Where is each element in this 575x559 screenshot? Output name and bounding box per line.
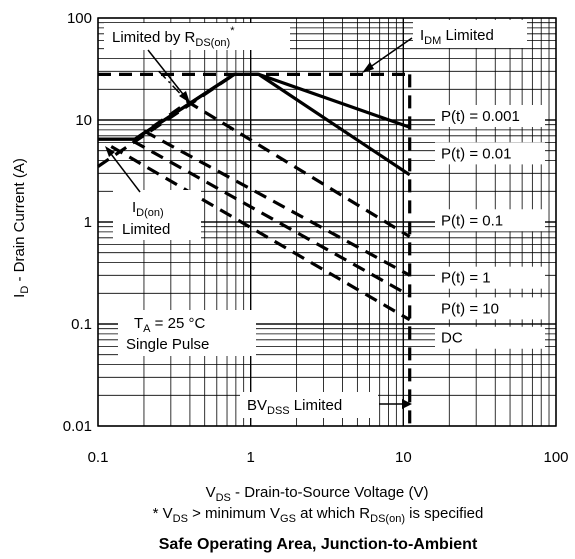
series-label-bg — [435, 209, 545, 232]
series-label-bg — [435, 266, 545, 289]
x-tick-label: 0.1 — [88, 449, 109, 466]
series-label-bg — [435, 326, 545, 349]
x-axis-title: VDS - Drain-to-Source Voltage (V) — [206, 484, 429, 504]
y-tick-label: 100 — [67, 10, 92, 27]
series-label-bg — [435, 142, 545, 165]
series-line-p-t-0-001 — [98, 72, 411, 141]
footnote: * VDS > minimum VGS at which RDS(on) is … — [153, 505, 484, 525]
conditions-annotation: TA = 25 °C Single Pulse — [118, 310, 256, 356]
series-label: P(t) = 1 — [441, 270, 491, 287]
series-line-p-t-10 — [132, 139, 411, 297]
series-labels: P(t) = 0.001 P(t) = 0.01 P(t) = 0.1 P(t) = … — [435, 105, 545, 349]
tick-labels: 0.1 1 10 100 0.01 0.1 1 10 100 — [63, 10, 569, 466]
plot-frame — [97, 17, 557, 427]
x-tick-label: 100 — [543, 449, 568, 466]
y-tick-label: 0.01 — [63, 418, 92, 435]
rds-limit-label: Limited by RDS(on)* — [112, 25, 235, 49]
series-line-p-t-0-1 — [134, 100, 411, 238]
idon-limit-label-1: ID(on) — [132, 199, 164, 219]
chart-title: Safe Operating Area, Junction-to-Ambient — [159, 536, 478, 553]
temperature-label: TA = 25 °C — [134, 315, 205, 335]
single-pulse-label: Single Pulse — [126, 336, 209, 353]
series-label: DC — [441, 330, 463, 347]
series-line-p-t-0-01 — [98, 72, 411, 177]
bvdss-limit-annotation: BVDSS Limited — [240, 392, 412, 418]
series-label-bg — [435, 105, 545, 127]
y-tick-label: 10 — [75, 112, 92, 129]
y-tick-label: 0.1 — [71, 316, 92, 333]
idm-limit-annotation: IDM Limited — [362, 20, 527, 73]
series-line-dc — [110, 145, 411, 322]
series-line-p-t-1 — [143, 129, 411, 277]
idon-limit-label-2: Limited — [122, 221, 170, 238]
series-label: P(t) = 10 — [441, 300, 499, 317]
bvdss-limit-label: BVDSS Limited — [247, 397, 342, 417]
rds-limit-annotation: Limited by RDS(on)* — [104, 23, 290, 104]
y-tick-label: 1 — [84, 214, 92, 231]
series-label-bg — [435, 297, 545, 320]
x-tick-label: 10 — [395, 449, 412, 466]
idon-limit-annotation: ID(on) Limited — [105, 146, 201, 240]
series-label: P(t) = 0.1 — [441, 212, 503, 229]
x-tick-label: 1 — [246, 449, 254, 466]
series-label: P(t) = 0.001 — [441, 108, 520, 125]
idm-limit-label: IDM Limited — [420, 27, 494, 47]
series-layer — [97, 70, 412, 426]
y-axis-title: ID - Drain Current (A) — [11, 158, 31, 298]
series-label: P(t) = 0.01 — [441, 145, 511, 162]
